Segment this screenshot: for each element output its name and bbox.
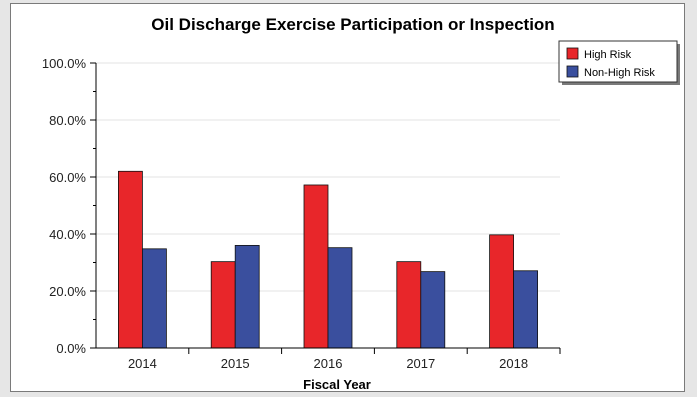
- x-tick-label: 2014: [128, 356, 157, 371]
- legend-label: Non-High Risk: [584, 67, 655, 79]
- chart-frame: Oil Discharge Exercise Participation or …: [10, 3, 685, 392]
- bar-high-risk-2017: [396, 261, 422, 349]
- y-tick-label: 60.0%: [49, 170, 86, 185]
- y-tick-label: 0.0%: [56, 341, 86, 356]
- legend-box: [558, 40, 678, 83]
- y-tick-label: 20.0%: [49, 284, 86, 299]
- bar-high-risk-2016: [303, 184, 329, 349]
- bar-non-high-risk-2015: [234, 244, 260, 349]
- bar-high-risk-2014: [118, 170, 143, 349]
- x-tick-label: 2016: [314, 356, 343, 371]
- y-tick-label: 100.0%: [42, 56, 87, 71]
- chart-title: Oil Discharge Exercise Participation or …: [151, 15, 554, 34]
- legend-swatch: [566, 47, 579, 60]
- axes: [90, 62, 561, 354]
- bar-chart: Oil Discharge Exercise Participation or …: [42, 15, 680, 392]
- x-tick-labels: 2014 2015 2016 2017 2018: [128, 356, 528, 371]
- legend: High Risk Non-High Risk: [558, 40, 680, 85]
- x-tick-label: 2017: [406, 356, 435, 371]
- bar-non-high-risk-2014: [141, 248, 167, 349]
- y-tick-label: 40.0%: [49, 227, 86, 242]
- x-tick-label: 2018: [499, 356, 528, 371]
- y-tick-label: 80.0%: [49, 113, 86, 128]
- legend-label: High Risk: [584, 49, 632, 61]
- y-tick-labels: 0.0% 20.0% 40.0% 60.0% 80.0% 100.0%: [42, 56, 87, 356]
- x-tick-label: 2015: [221, 356, 250, 371]
- bar-non-high-risk-2016: [327, 247, 353, 349]
- x-axis-label: Fiscal Year: [303, 377, 371, 392]
- legend-swatch: [566, 65, 579, 78]
- bars: [118, 170, 539, 349]
- bar-high-risk-2018: [489, 234, 515, 349]
- bar-non-high-risk-2017: [420, 271, 446, 349]
- gridlines: [96, 62, 560, 292]
- bar-non-high-risk-2018: [513, 270, 539, 349]
- bar-high-risk-2015: [210, 261, 236, 349]
